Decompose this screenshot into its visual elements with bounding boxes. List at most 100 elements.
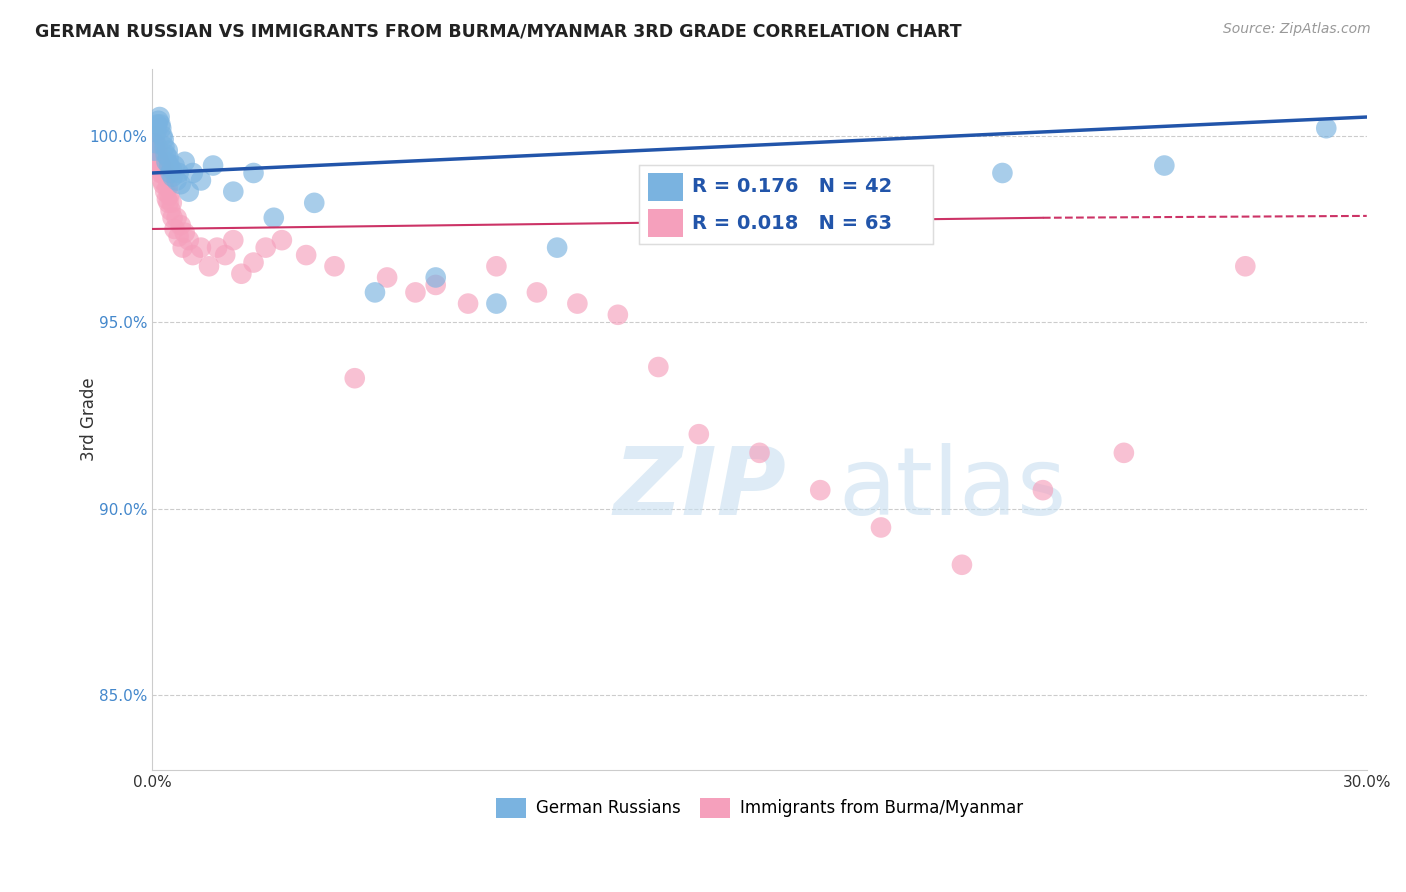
Point	[149, 166, 172, 180]
Point	[169, 219, 191, 233]
Point	[167, 166, 190, 180]
Point	[153, 162, 176, 177]
Point	[156, 192, 179, 206]
Point	[242, 166, 264, 180]
Point	[152, 177, 174, 191]
Point	[870, 520, 893, 534]
Text: ZIP: ZIP	[614, 443, 787, 535]
Point	[1032, 483, 1054, 497]
Point	[222, 233, 245, 247]
Point	[222, 185, 245, 199]
Point	[149, 110, 172, 124]
Point	[231, 267, 253, 281]
Point	[152, 132, 174, 146]
Point	[169, 177, 191, 191]
Point	[688, 427, 710, 442]
Point	[146, 151, 169, 165]
Point	[546, 241, 568, 255]
Point	[162, 169, 184, 184]
Point	[526, 285, 548, 300]
Point	[143, 136, 166, 150]
Point	[145, 136, 167, 150]
Point	[160, 195, 183, 210]
Point	[163, 222, 186, 236]
Point	[404, 285, 426, 300]
Point	[152, 128, 174, 143]
Point	[159, 166, 181, 180]
Point	[149, 154, 172, 169]
Text: R = 0.018   N = 63: R = 0.018 N = 63	[692, 213, 891, 233]
Point	[157, 188, 180, 202]
Text: atlas: atlas	[838, 443, 1067, 535]
Point	[157, 151, 180, 165]
Point	[181, 166, 204, 180]
Point	[769, 203, 792, 218]
Point	[270, 233, 292, 247]
Point	[156, 181, 179, 195]
Point	[870, 185, 893, 199]
Point	[150, 173, 173, 187]
Point	[567, 296, 589, 310]
Point	[142, 154, 165, 169]
Point	[157, 195, 180, 210]
Point	[173, 226, 195, 240]
Text: R = 0.176   N = 42: R = 0.176 N = 42	[692, 178, 891, 196]
Point	[177, 233, 200, 247]
Point	[343, 371, 366, 385]
Point	[1153, 159, 1175, 173]
Point	[146, 159, 169, 173]
Point	[190, 241, 212, 255]
Point	[190, 173, 212, 187]
Point	[173, 154, 195, 169]
Point	[364, 285, 387, 300]
Point	[668, 222, 690, 236]
Point	[950, 558, 973, 572]
Point	[148, 162, 170, 177]
Point	[295, 248, 318, 262]
Point	[157, 159, 180, 173]
Point	[149, 118, 172, 132]
Text: Source: ZipAtlas.com: Source: ZipAtlas.com	[1223, 22, 1371, 37]
Legend: German Russians, Immigrants from Burma/Myanmar: German Russians, Immigrants from Burma/M…	[489, 791, 1031, 825]
Point	[425, 277, 447, 292]
Point	[160, 162, 183, 177]
Point	[263, 211, 285, 225]
Y-axis label: 3rd Grade: 3rd Grade	[80, 377, 97, 461]
Point	[155, 147, 177, 161]
Point	[1112, 446, 1135, 460]
Point	[991, 166, 1014, 180]
Point	[155, 154, 177, 169]
Point	[177, 185, 200, 199]
Point	[150, 159, 173, 173]
Point	[152, 166, 174, 180]
Point	[143, 128, 166, 143]
Point	[148, 147, 170, 161]
Point	[304, 195, 326, 210]
Point	[425, 270, 447, 285]
Point	[181, 248, 204, 262]
Point	[323, 260, 346, 274]
Point	[202, 159, 225, 173]
Point	[748, 446, 770, 460]
Point	[148, 113, 170, 128]
Point	[167, 229, 190, 244]
Point	[153, 140, 176, 154]
Point	[145, 144, 167, 158]
FancyBboxPatch shape	[648, 172, 683, 201]
Point	[145, 125, 167, 139]
Point	[485, 296, 508, 310]
Point	[606, 308, 628, 322]
FancyBboxPatch shape	[648, 209, 683, 237]
Point	[146, 140, 169, 154]
Point	[156, 144, 179, 158]
Point	[155, 185, 177, 199]
Point	[150, 121, 173, 136]
Point	[145, 147, 167, 161]
Point	[808, 483, 831, 497]
Point	[172, 241, 194, 255]
Point	[198, 260, 221, 274]
Point	[457, 296, 479, 310]
Point	[375, 270, 398, 285]
Point	[162, 211, 184, 225]
Point	[205, 241, 228, 255]
